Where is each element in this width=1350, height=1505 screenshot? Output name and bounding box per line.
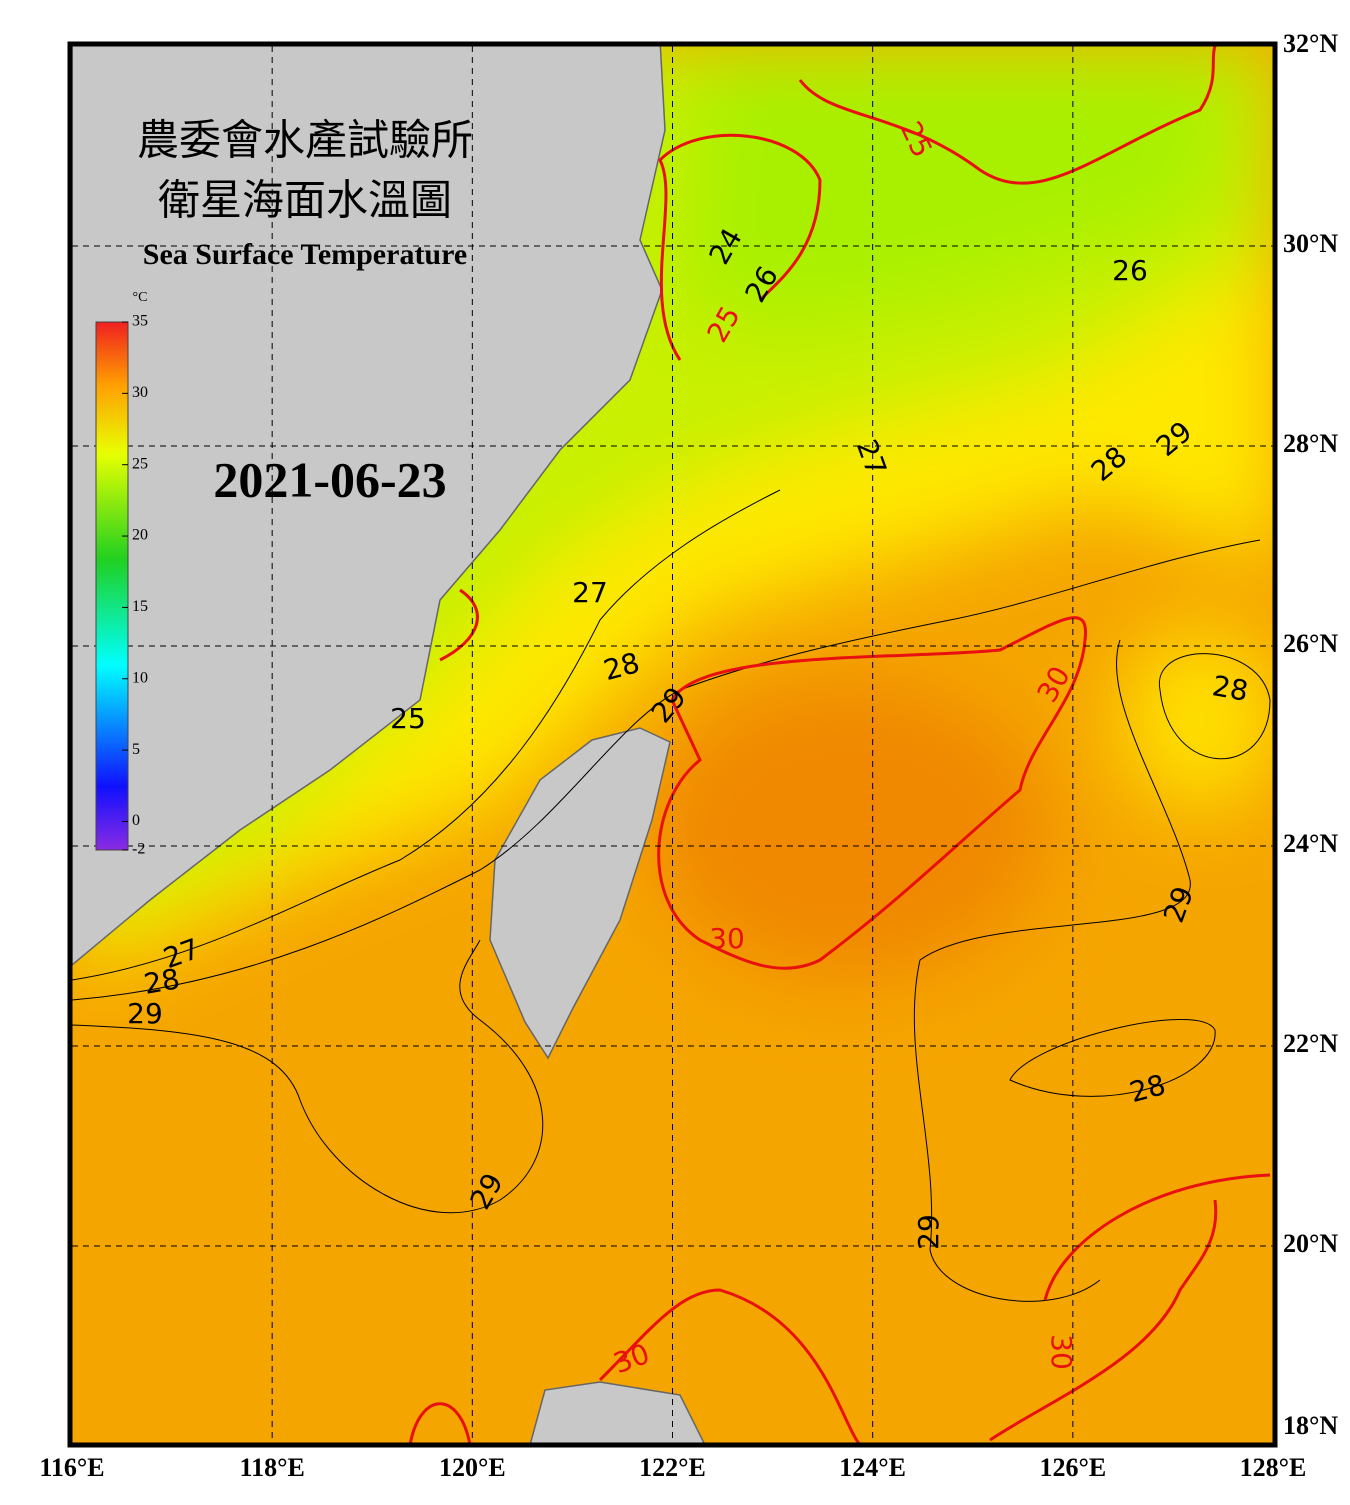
- contour-label: 28: [141, 962, 182, 1001]
- contour-label: 30: [709, 922, 745, 955]
- x-tick-label: 124°E: [839, 1453, 906, 1482]
- colorbar-tick-label: 30: [132, 384, 148, 401]
- title: 衛星海面水溫圖: [158, 179, 452, 225]
- y-tick-label: 24°N: [1283, 829, 1338, 858]
- y-tick-label: 30°N: [1283, 229, 1338, 258]
- contour-label: 28: [1210, 669, 1251, 708]
- y-tick-label: 18°N: [1283, 1411, 1338, 1440]
- x-tick-label: 128°E: [1240, 1453, 1307, 1482]
- colorbar-tick-label: 10: [132, 669, 148, 686]
- colorbar-tick-label: 5: [132, 741, 140, 758]
- colorbar-tick-label: 35: [132, 313, 148, 330]
- y-tick-label: 26°N: [1283, 629, 1338, 658]
- x-tick-label: 116°E: [39, 1453, 104, 1482]
- contour-label: 29: [127, 997, 163, 1030]
- subtitle: Sea Surface Temperature: [143, 238, 467, 271]
- contour-label: 30: [1045, 1334, 1078, 1370]
- x-tick-label: 126°E: [1039, 1453, 1106, 1482]
- map-frame: [67, 41, 1278, 1448]
- date: 2021-06-23: [213, 451, 446, 507]
- title: 農委會水產試驗所: [137, 118, 473, 165]
- x-tick-label: 118°E: [240, 1453, 305, 1482]
- colorbar-tick-label: 25: [132, 455, 148, 472]
- graticule: [72, 46, 1273, 1443]
- y-tick-label: 20°N: [1283, 1229, 1338, 1258]
- contour-label: 27: [572, 576, 608, 609]
- contour-label: 26: [1112, 254, 1148, 287]
- contour-label: 25: [390, 702, 426, 735]
- y-tick-label: 32°N: [1283, 29, 1338, 58]
- x-tick-label: 122°E: [639, 1453, 706, 1482]
- x-tick-label: 120°E: [439, 1453, 506, 1482]
- contour-label: 29: [912, 1214, 945, 1250]
- colorbar: [95, 321, 129, 851]
- colorbar-tick-label: 15: [132, 598, 148, 615]
- colorbar-tick-label: -2: [132, 841, 145, 858]
- colorbar-tick-label: 0: [132, 812, 140, 829]
- colorbar-tick-label: 20: [132, 527, 148, 544]
- y-tick-label: 22°N: [1283, 1029, 1338, 1058]
- colorbar-unit: °C: [133, 290, 148, 305]
- y-tick-label: 28°N: [1283, 429, 1338, 458]
